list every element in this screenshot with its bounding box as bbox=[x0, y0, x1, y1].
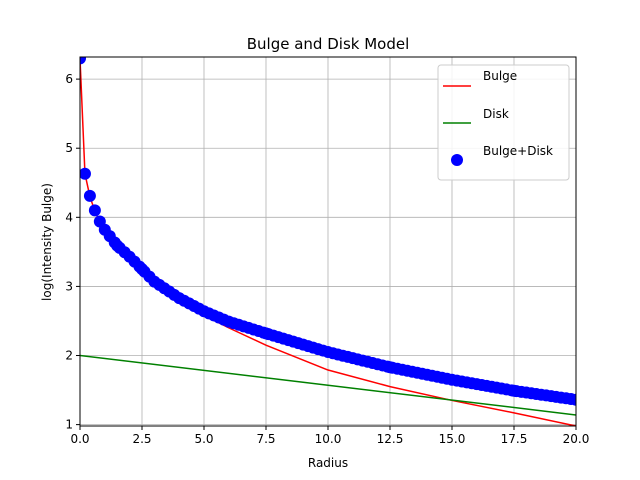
x-tick-label: 2.5 bbox=[132, 432, 151, 446]
scatter-point bbox=[88, 204, 101, 217]
x-tick-label: 17.5 bbox=[501, 432, 528, 446]
legend-disk-label: Disk bbox=[483, 107, 509, 121]
y-tick-label: 6 bbox=[65, 72, 73, 86]
x-tick-label: 7.5 bbox=[256, 432, 275, 446]
scatter-point bbox=[83, 189, 96, 202]
legend-bulge-label: Bulge bbox=[483, 69, 517, 83]
x-tick-label: 10.0 bbox=[315, 432, 342, 446]
scatter-point bbox=[80, 57, 86, 65]
y-tick-label: 1 bbox=[65, 418, 73, 432]
y-tick-label: 5 bbox=[65, 141, 73, 155]
x-axis: 0.0 2.5 5.0 7.5 10.0 12.5 15.0 17.5 20.0 bbox=[70, 426, 589, 446]
x-tick-label: 20.0 bbox=[563, 432, 590, 446]
y-tick-label: 3 bbox=[65, 279, 73, 293]
x-tick-label: 0.0 bbox=[70, 432, 89, 446]
y-tick-label: 4 bbox=[65, 210, 73, 224]
scatter-point bbox=[570, 393, 576, 406]
legend-bulge-disk-label: Bulge+Disk bbox=[483, 144, 553, 158]
x-tick-label: 12.5 bbox=[377, 432, 404, 446]
legend-box bbox=[437, 64, 570, 181]
y-axis: 1 2 3 4 5 6 bbox=[65, 72, 80, 432]
x-tick-label: 15.0 bbox=[439, 432, 466, 446]
y-tick-label: 2 bbox=[65, 349, 73, 363]
chart-title: Bulge and Disk Model bbox=[247, 35, 410, 53]
plot-layer bbox=[80, 57, 576, 426]
x-tick-label: 5.0 bbox=[194, 432, 213, 446]
legend-bulge-disk-swatch bbox=[451, 154, 463, 166]
scatter-point bbox=[80, 167, 91, 180]
x-axis-label: Radius bbox=[308, 456, 348, 470]
plot-area bbox=[80, 57, 576, 426]
y-axis-label: log(Intensity Bulge) bbox=[40, 183, 54, 301]
series-line-disk bbox=[80, 354, 576, 416]
legend: Bulge Disk Bulge+Disk bbox=[437, 64, 570, 181]
